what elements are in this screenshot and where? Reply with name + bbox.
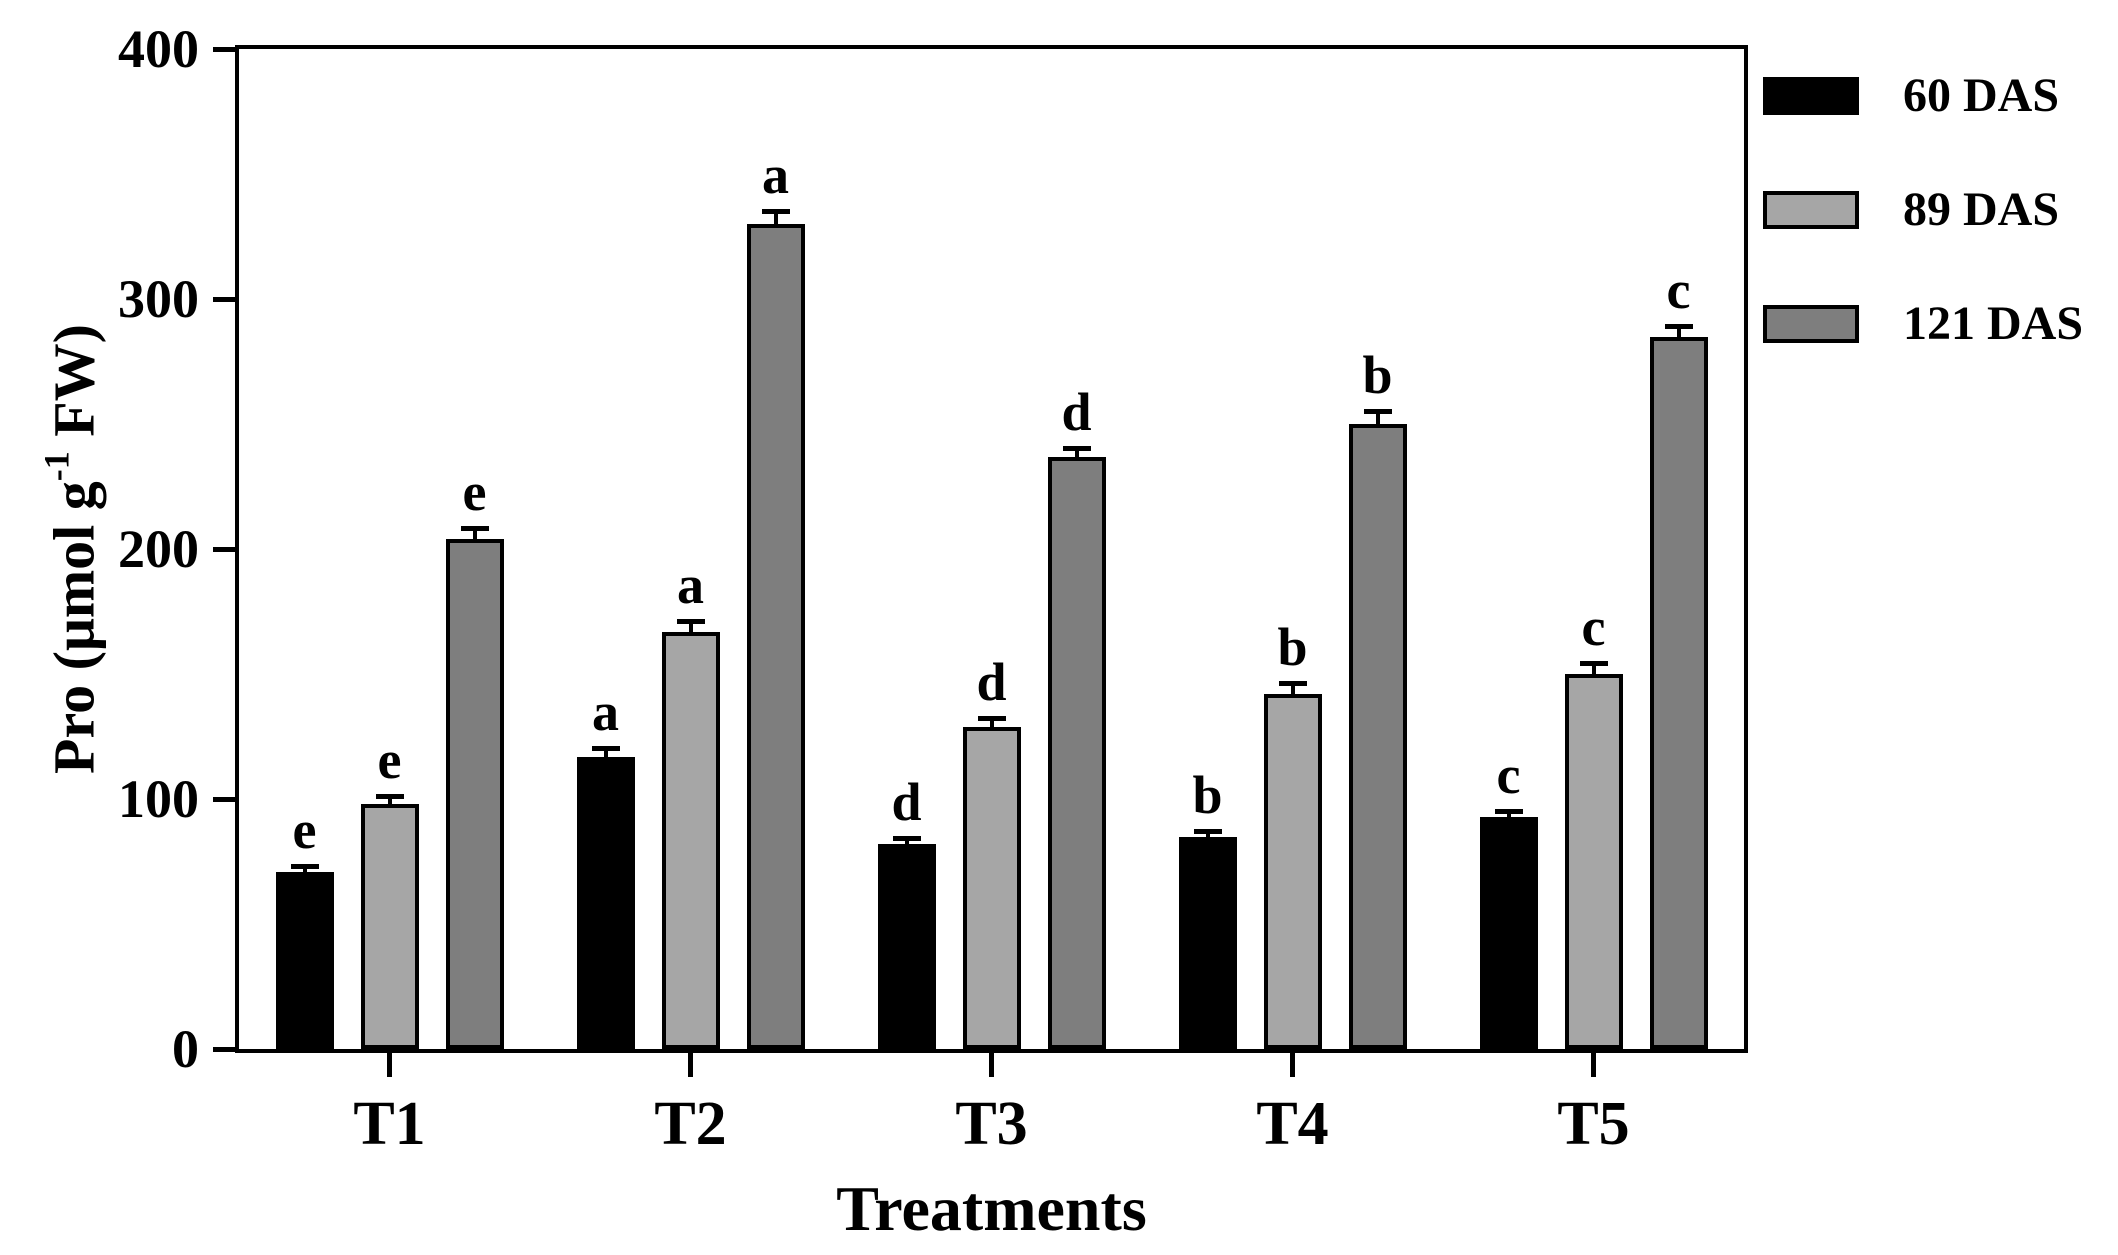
error-bar-stem: [688, 621, 693, 634]
legend-label: 121 DAS: [1903, 297, 2084, 350]
significance-letter: e: [377, 729, 402, 790]
error-bar-cap: [290, 863, 319, 869]
legend-item: 121 DAS: [1763, 300, 2083, 348]
x-tick-label: T4: [1256, 1090, 1329, 1158]
x-axis-tick: [688, 1049, 693, 1077]
significance-letter: a: [592, 682, 619, 742]
significance-letter: d: [891, 772, 922, 832]
y-tick-label: 300: [118, 269, 199, 329]
significance-letter: e: [462, 462, 487, 522]
legend-label: 89 DAS: [1903, 183, 2060, 236]
significance-letter: b: [1277, 617, 1308, 677]
legend-swatch: [1763, 305, 1859, 343]
legend-label: 60 DAS: [1903, 69, 2060, 122]
y-axis-tick: [213, 796, 239, 802]
error-bar-cap: [676, 618, 705, 624]
error-bar-stem: [1676, 326, 1681, 339]
x-tick-label: T2: [654, 1090, 727, 1158]
bar: [576, 756, 635, 1049]
bar: [445, 539, 504, 1049]
y-axis-title-superscript: -1: [35, 451, 76, 482]
bar: [1263, 694, 1322, 1049]
error-bar-cap: [761, 208, 790, 214]
error-bar-stem: [989, 719, 994, 729]
y-tick-label: 200: [118, 519, 199, 579]
error-bar-cap: [1579, 661, 1608, 666]
significance-letter: a: [762, 144, 789, 205]
error-bar-cap: [977, 716, 1006, 721]
x-axis-tick: [1591, 1049, 1596, 1077]
y-axis-tick: [213, 296, 239, 302]
bar: [1178, 836, 1237, 1049]
legend-item: 89 DAS: [1763, 186, 2083, 234]
significance-letter: c: [1666, 259, 1691, 320]
y-axis-title-unit: FW): [41, 324, 107, 452]
error-bar-cap: [1363, 408, 1392, 414]
y-tick-label: 0: [172, 1019, 199, 1079]
error-bar-stem: [1290, 684, 1295, 696]
significance-letter: b: [1192, 764, 1223, 825]
legend: 60 DAS 89 DAS 121 DAS: [1763, 72, 2083, 414]
bar: [1479, 816, 1538, 1049]
bar: [1348, 424, 1407, 1049]
error-bar-cap: [591, 746, 620, 751]
significance-letter: c: [1496, 744, 1521, 805]
x-axis-tick: [387, 1049, 392, 1077]
error-bar-stem: [1375, 411, 1380, 426]
y-tick-label: 400: [118, 19, 199, 79]
significance-letter: c: [1581, 597, 1606, 657]
x-axis-title: Treatments: [836, 1173, 1147, 1244]
x-axis-tick: [989, 1049, 994, 1077]
error-bar-stem: [603, 749, 608, 759]
error-bar-cap: [1494, 808, 1523, 814]
error-bar-stem: [1506, 811, 1511, 819]
bar: [360, 804, 419, 1049]
bar: [661, 631, 720, 1049]
error-bar-stem: [1074, 449, 1079, 459]
y-axis-tick: [213, 546, 239, 552]
bar: [1564, 674, 1623, 1049]
error-bar-stem: [1591, 664, 1596, 676]
error-bar-cap: [375, 793, 404, 799]
x-tick-label: T3: [955, 1090, 1028, 1158]
significance-letter: b: [1362, 344, 1393, 405]
error-bar-cap: [1278, 681, 1307, 686]
error-bar-stem: [302, 866, 307, 874]
error-bar-cap: [1062, 446, 1091, 451]
plot-area: Pro (μmol g-1 FW) Treatments 0 100 200 300 4…: [36, 21, 1748, 1241]
x-tick-label: T5: [1557, 1090, 1630, 1158]
error-bar-stem: [773, 211, 778, 226]
legend-swatch: [1763, 77, 1859, 115]
significance-letter: e: [292, 799, 317, 860]
error-bar-cap: [892, 836, 921, 841]
error-bar-cap: [1664, 323, 1693, 329]
y-axis-tick: [213, 1046, 239, 1052]
error-bar-cap: [1193, 828, 1222, 834]
bar: [275, 871, 334, 1049]
bar: [877, 844, 936, 1049]
error-bar-stem: [472, 529, 477, 541]
error-bar-stem: [387, 796, 392, 806]
significance-letter: a: [677, 554, 704, 615]
bar: [1047, 456, 1106, 1049]
legend-item: 60 DAS: [1763, 72, 2083, 120]
error-bar-stem: [1205, 831, 1210, 839]
bar: [1649, 336, 1708, 1049]
significance-letter: d: [976, 652, 1007, 712]
y-axis-tick: [213, 46, 239, 52]
y-tick-label: 100: [118, 769, 199, 829]
error-bar-cap: [460, 526, 489, 531]
significance-letter: d: [1061, 382, 1092, 442]
bar: [746, 224, 805, 1049]
error-bar-stem: [904, 839, 909, 846]
x-tick-label: T1: [353, 1090, 426, 1158]
legend-swatch: [1763, 191, 1859, 229]
x-axis-tick: [1290, 1049, 1295, 1077]
bar: [962, 726, 1021, 1049]
